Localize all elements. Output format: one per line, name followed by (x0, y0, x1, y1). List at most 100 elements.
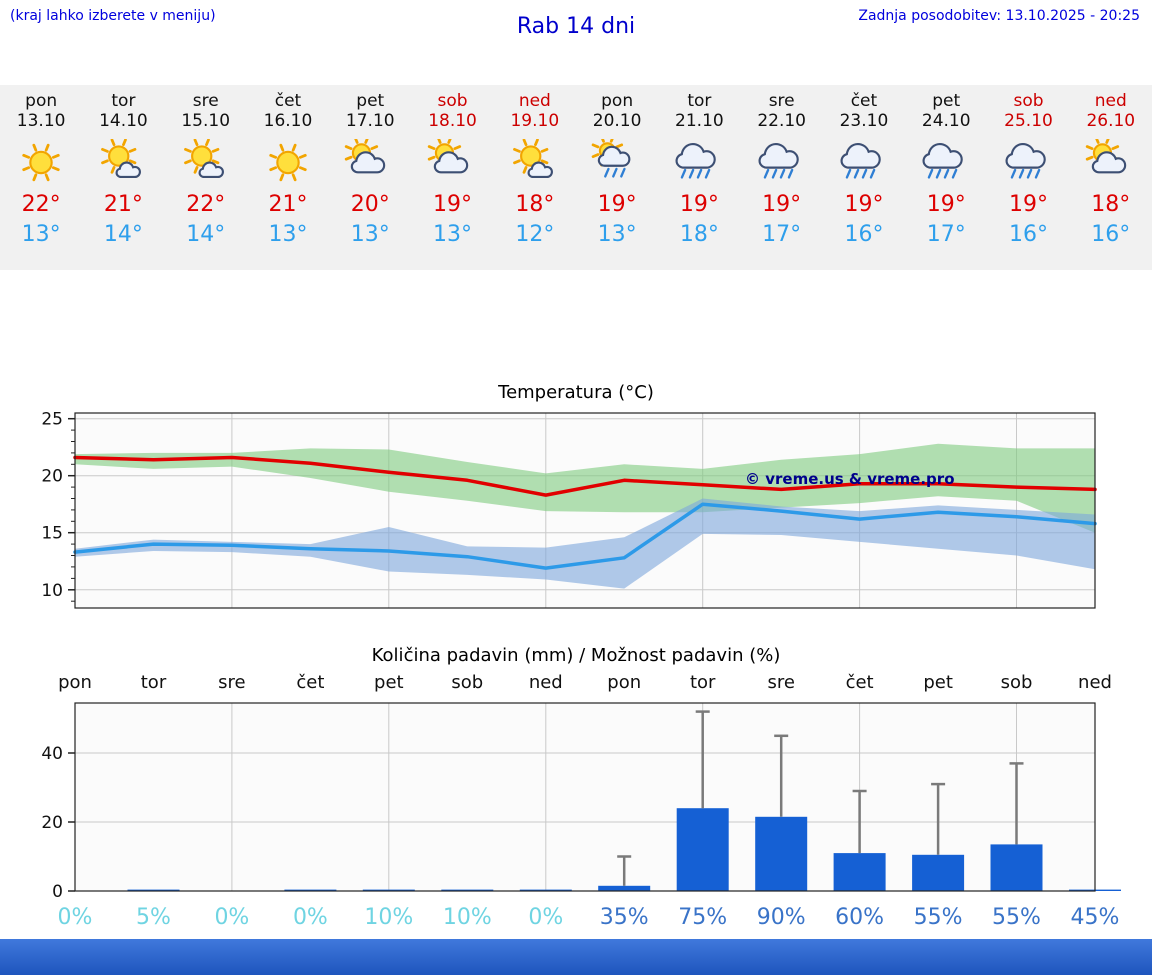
low-temp: 13° (433, 222, 473, 247)
low-temp: 18° (679, 222, 719, 247)
precip-probability: 0% (214, 905, 249, 930)
forecast-day: pet 17.10 20° 13° (329, 85, 411, 270)
precip-day-label: sre (767, 672, 794, 693)
cloud-sun-icon (1085, 138, 1127, 173)
date-label: 25.10 (1004, 111, 1053, 131)
low-temp: 14° (186, 222, 226, 247)
svg-text:15: 15 (41, 524, 63, 544)
high-temp: 19° (597, 192, 637, 217)
weather-icon (576, 134, 658, 190)
max-temp-line (73, 455, 1097, 497)
precip-day-label: sob (451, 672, 483, 693)
date-label: 24.10 (921, 111, 971, 131)
precip-bar (755, 816, 808, 891)
precip-day-label: pet (374, 672, 404, 693)
forecast-day: tor 14.10 21° 14° (82, 85, 164, 270)
high-temp: 19° (844, 192, 884, 217)
weather-icon (1070, 134, 1152, 190)
day-label: tor (111, 91, 136, 111)
weather-icon (411, 134, 493, 190)
temperature-chart-title: Temperatura (°C) (498, 382, 654, 403)
high-temp: 19° (433, 192, 473, 217)
low-temp: 14° (103, 222, 143, 247)
precip-chart: pon tor sre čet pet sob ned pon tor sre čet pet sob n… (41, 672, 1121, 930)
date-label: 20.10 (592, 111, 642, 131)
weather-icon (247, 134, 329, 190)
high-temp: 21° (268, 192, 308, 217)
precip-bar (912, 854, 965, 891)
low-temp: 13° (597, 222, 637, 247)
forecast-day: sre 15.10 22° 14° (165, 85, 247, 270)
forecast-day: pet 24.10 19° 17° (905, 85, 987, 270)
location-menu-hint: (kraj lahko izberete v meniju) (10, 8, 216, 24)
sun-icon (22, 143, 60, 181)
low-temp: 17° (926, 222, 966, 247)
precip-probability: 90% (757, 905, 806, 930)
day-label: pon (25, 91, 58, 111)
low-temp: 13° (350, 222, 390, 247)
precip-bar (362, 889, 415, 891)
sun-shower-icon (591, 138, 631, 178)
precip-day-label: ned (1078, 672, 1112, 693)
sun-cloud-icon (101, 138, 142, 178)
footer-bar (0, 939, 1152, 975)
precip-probability: 10% (443, 905, 492, 930)
precip-chart-title: Količina padavin (mm) / Možnost padavin … (371, 645, 781, 666)
svg-text:40: 40 (41, 744, 63, 764)
high-temp: 19° (679, 192, 719, 217)
date-label: 21.10 (675, 111, 724, 131)
precip-probability: 55% (914, 905, 963, 930)
forecast-day: čet 16.10 21° 13° (247, 85, 329, 270)
date-label: 23.10 (839, 111, 889, 131)
precip-probability: 5% (136, 905, 171, 930)
date-label: 15.10 (181, 111, 231, 131)
date-label: 14.10 (99, 111, 148, 131)
precip-probability: 10% (364, 905, 413, 930)
forecast-day: pon 13.10 22° 13° (0, 85, 82, 270)
weather-icon (905, 134, 987, 190)
precip-probability: 45% (1071, 905, 1120, 930)
weather-icon (987, 134, 1069, 190)
svg-text:25: 25 (41, 410, 63, 430)
precip-probability: 0% (58, 905, 93, 930)
precip-day-label: pet (923, 672, 953, 693)
precip-probability: 0% (293, 905, 328, 930)
date-label: 16.10 (263, 111, 313, 131)
low-temp: 16° (844, 222, 884, 247)
high-temp: 19° (762, 192, 802, 217)
precip-bar (833, 853, 886, 891)
sun-cloud-icon (512, 138, 553, 178)
precip-day-label: pon (607, 672, 641, 693)
high-temp: 22° (21, 192, 61, 217)
svg-text:20: 20 (41, 813, 63, 833)
sun-icon (269, 143, 307, 181)
low-temp: 13° (268, 222, 308, 247)
day-label: čet (274, 91, 302, 111)
weather-icon (658, 134, 740, 190)
forecast-day: sob 25.10 19° 16° (987, 85, 1069, 270)
precip-bar (284, 889, 337, 891)
forecast-day: sre 22.10 19° 17° (741, 85, 823, 270)
low-temp: 12° (515, 222, 555, 247)
weather-icon (494, 134, 576, 190)
precip-day-label: tor (690, 672, 716, 693)
rain-icon (922, 142, 964, 179)
weather-icon (329, 134, 411, 190)
svg-text:0: 0 (52, 882, 63, 902)
day-label: pet (932, 91, 961, 111)
precip-bar (676, 808, 729, 891)
weather-icon (823, 134, 905, 190)
precip-bar (441, 889, 494, 891)
rain-icon (840, 142, 881, 179)
day-label: tor (687, 91, 712, 111)
low-temp: 17° (762, 222, 802, 247)
day-label: pon (601, 91, 634, 111)
svg-text:10: 10 (41, 581, 63, 601)
forecast-day: sob 18.10 19° 13° (411, 85, 493, 270)
weather-icon (82, 134, 164, 190)
day-label: sob (1013, 91, 1044, 111)
svg-text:20: 20 (41, 467, 63, 487)
precip-day-label: tor (141, 672, 167, 693)
high-temp: 18° (1091, 192, 1131, 217)
high-temp: 19° (926, 192, 966, 217)
